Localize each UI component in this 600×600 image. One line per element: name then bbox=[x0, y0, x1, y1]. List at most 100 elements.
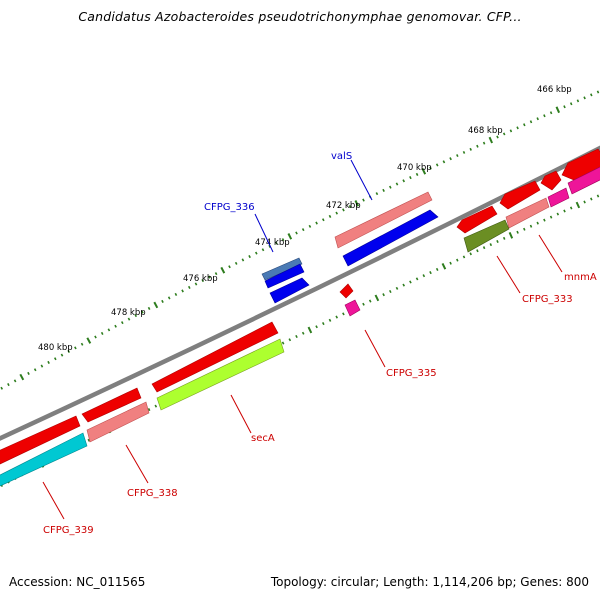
gene-feature[interactable] bbox=[0, 432, 88, 487]
minor-tick bbox=[543, 114, 546, 118]
minor-tick bbox=[583, 200, 586, 204]
minor-tick bbox=[167, 296, 171, 300]
gene-feature[interactable] bbox=[456, 205, 498, 234]
minor-tick bbox=[335, 315, 339, 319]
major-tick bbox=[153, 301, 159, 309]
minor-tick bbox=[228, 265, 231, 269]
genome-backbone bbox=[0, 145, 600, 441]
minor-tick bbox=[469, 147, 472, 151]
major-tick bbox=[555, 106, 561, 114]
gene-label-vals[interactable]: valS bbox=[331, 151, 352, 162]
gene-feature[interactable] bbox=[344, 299, 361, 317]
gene-feature[interactable] bbox=[261, 257, 303, 281]
gene-feature[interactable] bbox=[463, 219, 510, 253]
minor-tick bbox=[348, 205, 352, 209]
genome-title: Candidatus Azobacteroides pseudotrichony… bbox=[78, 9, 522, 24]
minor-tick bbox=[147, 408, 151, 412]
minor-tick bbox=[301, 228, 305, 232]
minor-tick bbox=[107, 328, 111, 332]
minor-tick bbox=[576, 99, 580, 103]
minor-tick bbox=[315, 325, 318, 329]
minor-tick bbox=[375, 192, 379, 196]
gene-feature[interactable] bbox=[499, 180, 541, 210]
minor-tick bbox=[402, 179, 406, 183]
minor-tick bbox=[442, 160, 446, 164]
gene-feature[interactable] bbox=[334, 191, 433, 249]
minor-tick bbox=[208, 275, 211, 279]
minor-tick bbox=[422, 274, 426, 278]
gene-label-cfpg-339[interactable]: CFPG_339 bbox=[43, 525, 94, 536]
gene-feature[interactable] bbox=[339, 283, 354, 299]
scale-labels: 466 kbp 468 kbp 470 kbp 472 kbp 474 kbp … bbox=[38, 85, 572, 353]
minor-tick bbox=[288, 338, 292, 342]
minor-tick bbox=[583, 96, 586, 100]
minor-tick bbox=[563, 209, 566, 213]
minor-tick bbox=[295, 334, 298, 339]
gene-label-mnma[interactable]: mnmA bbox=[564, 272, 597, 283]
minor-tick bbox=[456, 154, 459, 158]
gene-feature[interactable] bbox=[264, 263, 305, 289]
minor-tick bbox=[476, 144, 479, 148]
minor-tick bbox=[261, 248, 265, 252]
minor-tick bbox=[456, 258, 459, 262]
gene-label-seca[interactable]: secA bbox=[251, 433, 275, 444]
gene-feature[interactable] bbox=[269, 277, 310, 304]
gene-feature[interactable] bbox=[86, 401, 150, 443]
gene-feature[interactable] bbox=[540, 170, 562, 191]
minor-tick bbox=[590, 93, 593, 97]
minor-tick bbox=[409, 176, 412, 180]
minor-tick bbox=[482, 141, 486, 145]
major-tick bbox=[575, 201, 581, 209]
minor-tick bbox=[516, 126, 519, 130]
label-callouts bbox=[42, 159, 563, 520]
minor-tick bbox=[476, 249, 479, 253]
minor-tick bbox=[321, 218, 325, 222]
minor-tick bbox=[509, 129, 513, 133]
minor-tick bbox=[328, 318, 332, 322]
minor-tick bbox=[569, 206, 573, 210]
gene-feature[interactable] bbox=[547, 187, 570, 208]
minor-tick bbox=[388, 185, 392, 189]
scale-label-478: 478 kbp bbox=[111, 308, 146, 318]
minor-tick bbox=[415, 172, 419, 176]
minor-tick bbox=[362, 198, 365, 202]
gene-feature[interactable] bbox=[0, 415, 81, 465]
minor-tick bbox=[590, 197, 593, 201]
gene-label-cfpg-338[interactable]: CFPG_338 bbox=[127, 488, 178, 499]
minor-tick bbox=[40, 364, 44, 368]
gene-label-cfpg-336[interactable]: CFPG_336 bbox=[204, 202, 255, 213]
minor-tick bbox=[549, 111, 553, 115]
gene-label-cfpg-335[interactable]: CFPG_335 bbox=[386, 368, 437, 379]
minor-tick bbox=[556, 212, 560, 216]
minor-tick bbox=[402, 283, 406, 287]
minor-tick bbox=[536, 117, 539, 121]
major-tick bbox=[508, 231, 514, 239]
accession-text: Accession: NC_011565 bbox=[9, 575, 146, 589]
minor-tick bbox=[87, 438, 91, 442]
minor-tick bbox=[362, 302, 365, 306]
minor-tick bbox=[516, 230, 519, 234]
gene-feature[interactable] bbox=[505, 197, 550, 229]
gene-feature[interactable] bbox=[342, 209, 439, 267]
gene-feature[interactable] bbox=[81, 387, 142, 423]
minor-tick bbox=[395, 182, 399, 186]
minor-tick bbox=[409, 280, 412, 284]
gene-feature[interactable] bbox=[156, 338, 285, 411]
gene-label-cfpg-333[interactable]: CFPG_333 bbox=[522, 294, 573, 305]
gene-feature[interactable] bbox=[151, 321, 279, 393]
minor-tick bbox=[395, 286, 399, 290]
scale-label-480: 480 kbp bbox=[38, 343, 73, 353]
gene-feature[interactable] bbox=[567, 166, 600, 195]
minor-tick bbox=[496, 135, 499, 139]
minor-tick bbox=[388, 289, 392, 294]
minor-tick bbox=[563, 105, 566, 109]
minor-tick bbox=[127, 317, 131, 321]
minor-tick bbox=[529, 120, 533, 124]
major-tick bbox=[421, 167, 427, 175]
major-tick bbox=[441, 262, 447, 270]
major-tick bbox=[488, 136, 494, 144]
minor-tick bbox=[382, 293, 385, 297]
minor-tick bbox=[435, 163, 439, 167]
major-tick bbox=[86, 337, 92, 344]
minor-tick bbox=[33, 368, 37, 372]
